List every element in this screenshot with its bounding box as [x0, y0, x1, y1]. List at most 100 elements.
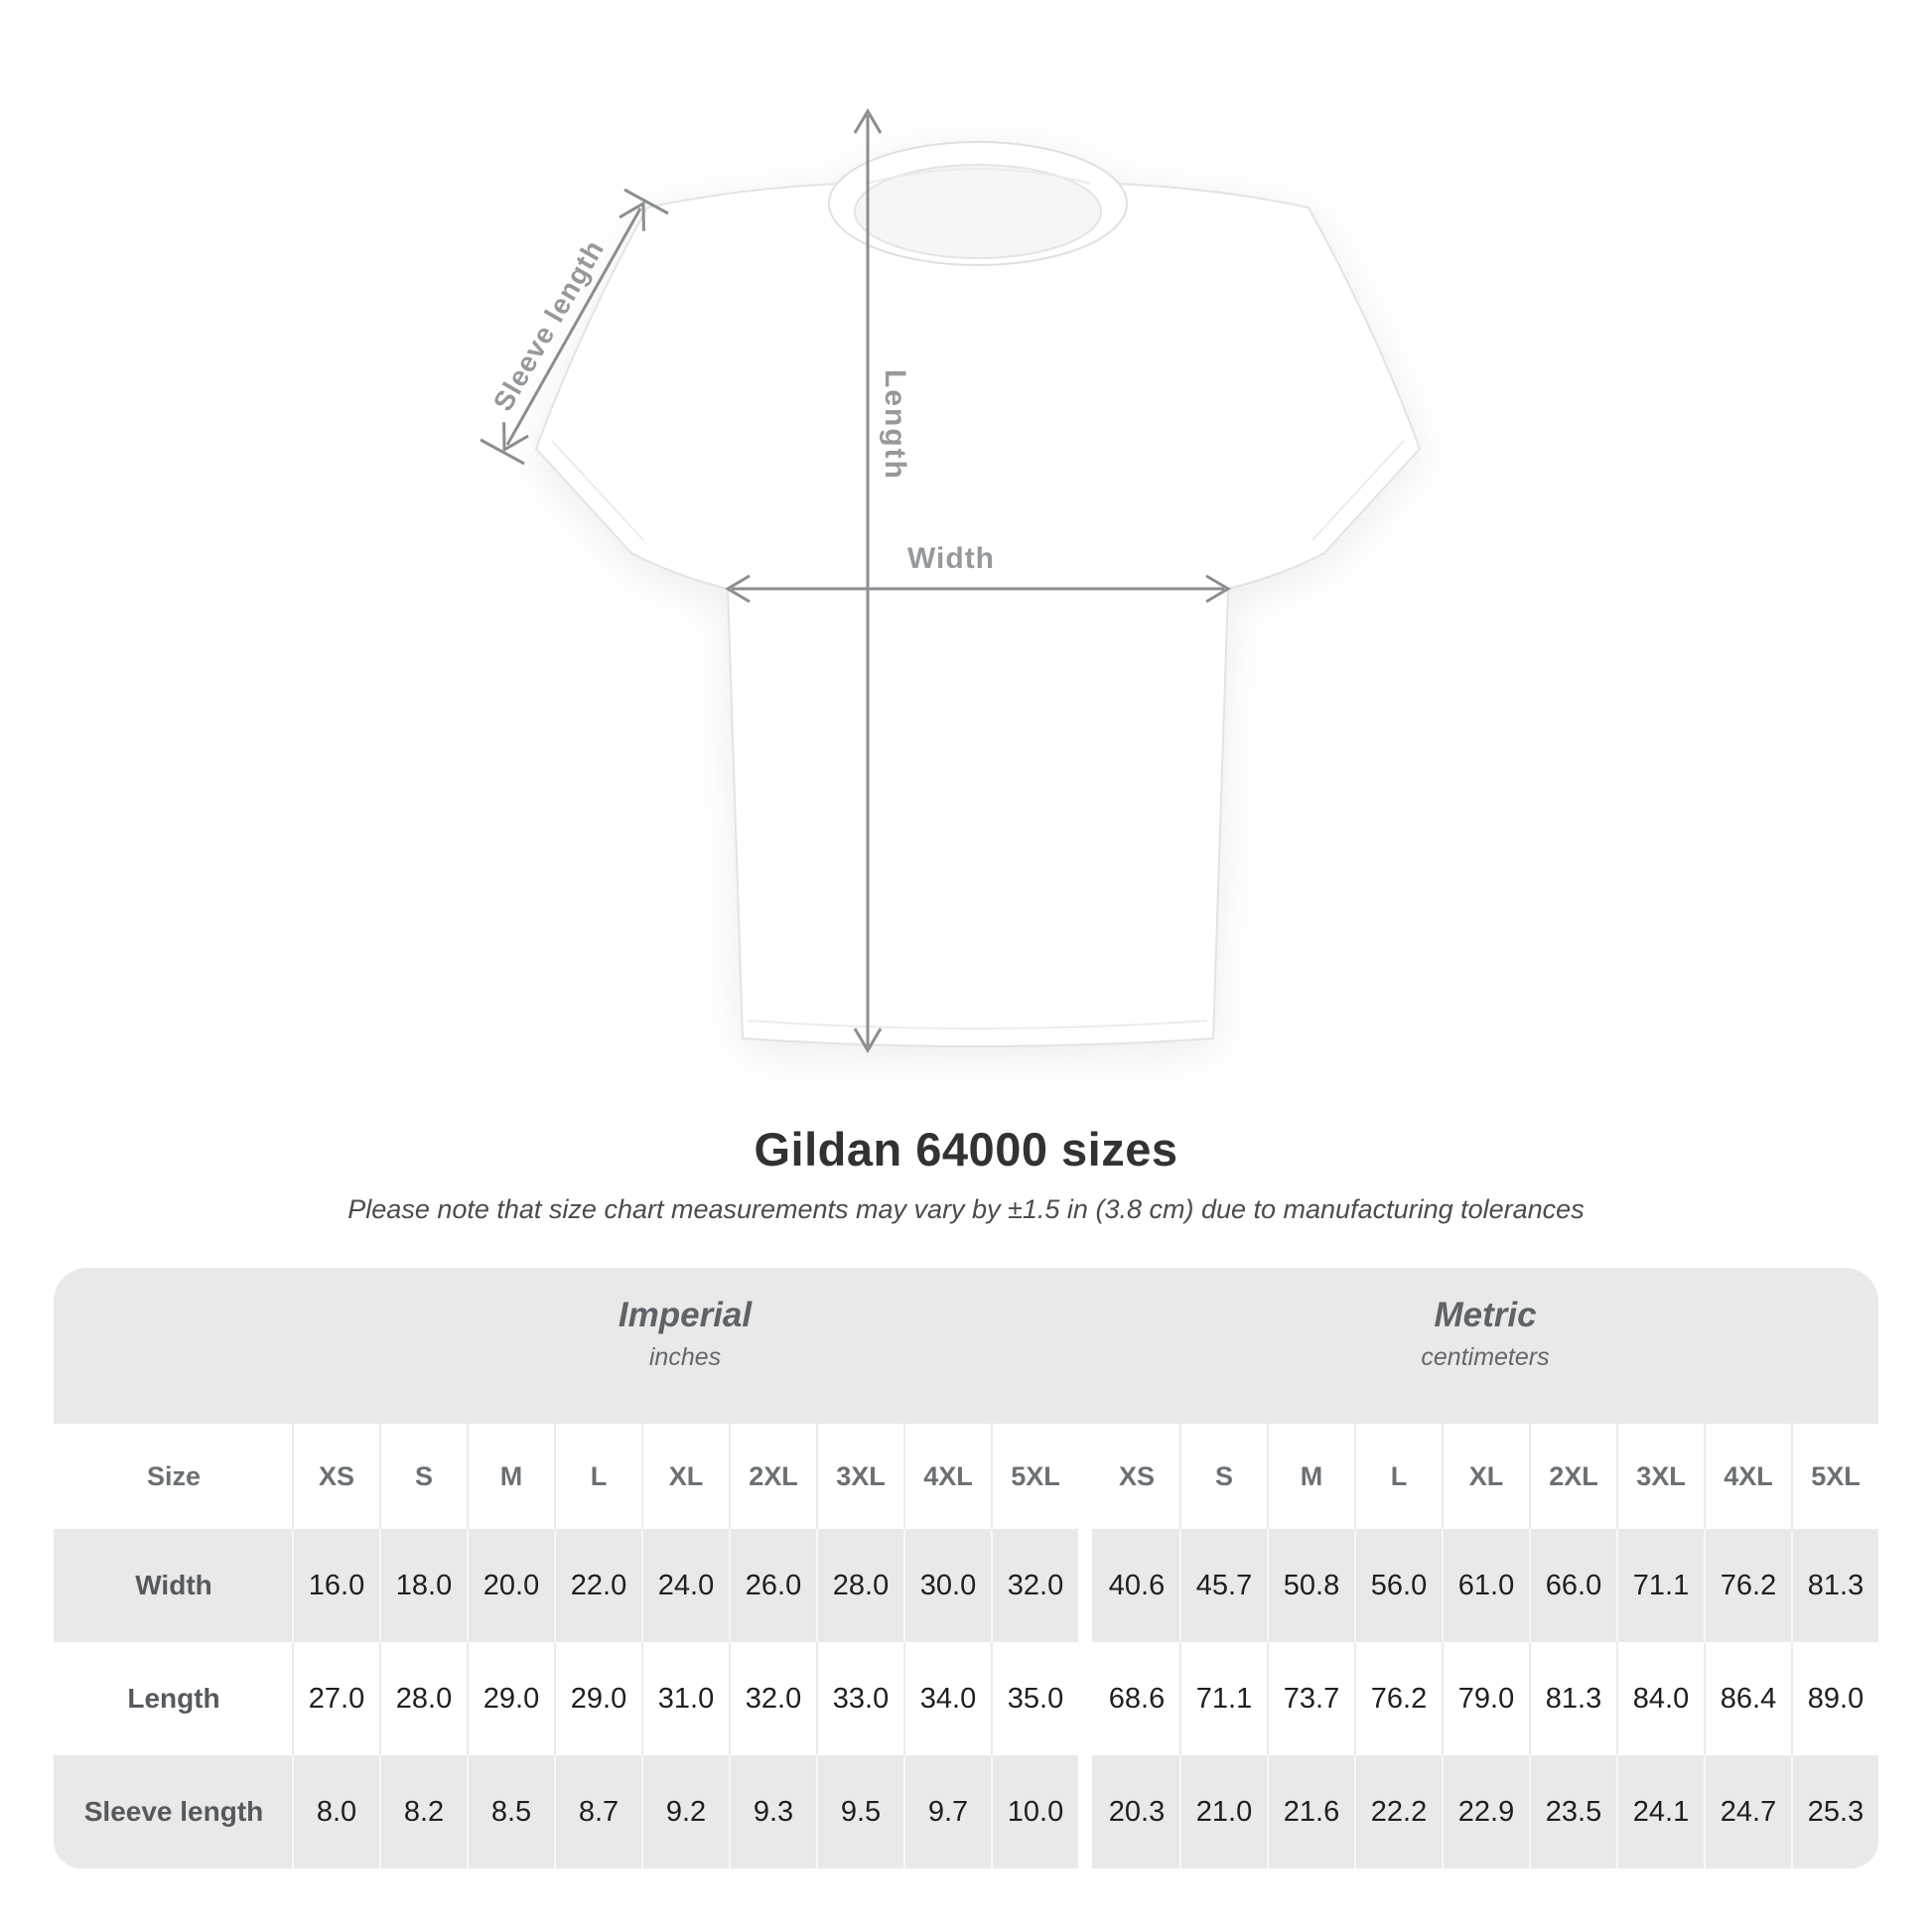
size-table: Imperial inches Metric centimeters Size X…	[54, 1268, 1878, 1868]
back-collar-seam	[865, 168, 1091, 185]
metric-value: 61.0	[1442, 1529, 1529, 1642]
imperial-value: 9.5	[816, 1755, 903, 1868]
length-label: Length	[879, 369, 911, 481]
left-cuff-stitch	[551, 440, 644, 541]
imperial-size-header: 5XL	[991, 1424, 1078, 1529]
imperial-value: 8.5	[467, 1755, 554, 1868]
imperial-size-header: S	[379, 1424, 467, 1529]
metric-value: 89.0	[1791, 1642, 1878, 1755]
metric-size-header: XS	[1118, 1460, 1156, 1491]
imperial-value: 32.0	[729, 1642, 816, 1755]
metric-value: 68.6	[1108, 1682, 1166, 1715]
metric-value: 84.0	[1616, 1642, 1704, 1755]
metric-value: 86.4	[1704, 1642, 1791, 1755]
imperial-value: 30.0	[903, 1529, 991, 1642]
metric-value: 76.2	[1704, 1529, 1791, 1642]
metric-value: 22.2	[1354, 1755, 1442, 1868]
imperial-size-header: XS	[292, 1424, 379, 1529]
page-title: Gildan 64000 sizes	[754, 1123, 1178, 1175]
imperial-value: 16.0	[292, 1529, 379, 1642]
imperial-value: 34.0	[903, 1642, 991, 1755]
table-header-row: Size XS S M L XL 2XL 3XL 4XL 5XL XS S M L XL 2XL 3XL 4XL 5…	[54, 1424, 1878, 1529]
imperial-value: 29.0	[467, 1642, 554, 1755]
metric-value: 24.1	[1616, 1755, 1704, 1868]
measurement-row: Width 16.0 18.0 20.0 22.0 24.0 26.0 28.0 30.0 32.…	[54, 1529, 1878, 1642]
metric-value: 56.0	[1354, 1529, 1442, 1642]
tolerance-note: Please note that size chart measurements…	[347, 1194, 1585, 1224]
size-column-header: Size	[146, 1460, 202, 1491]
sleeve-length-arrow	[480, 188, 669, 466]
group-gap	[1078, 1755, 1092, 1868]
imperial-value: 27.0	[292, 1642, 379, 1755]
imperial-size-header: 3XL	[816, 1424, 903, 1529]
imperial-value: 9.2	[641, 1755, 729, 1868]
metric-size-header: XL	[1442, 1424, 1529, 1529]
metric-value: 21.0	[1179, 1755, 1267, 1868]
metric-label: Metric	[1434, 1296, 1537, 1334]
metric-value: 40.6	[1092, 1529, 1179, 1642]
metric-unit: centimeters	[1421, 1343, 1550, 1371]
metric-value: 21.6	[1267, 1755, 1354, 1868]
metric-value: 24.7	[1704, 1755, 1791, 1868]
group-gap	[1078, 1642, 1092, 1755]
right-cuff-stitch	[1311, 440, 1405, 541]
hem-stitch	[748, 1020, 1208, 1030]
imperial-value: 28.0	[379, 1642, 467, 1755]
imperial-size-header: M	[467, 1424, 554, 1529]
metric-size-header: 4XL	[1704, 1424, 1791, 1529]
width-label: Width	[906, 542, 996, 575]
metric-value: 79.0	[1442, 1642, 1529, 1755]
metric-size-header: 5XL	[1791, 1424, 1878, 1529]
metric-size-header: S	[1179, 1424, 1267, 1529]
imperial-size-header: L	[554, 1424, 641, 1529]
imperial-value: 20.0	[467, 1529, 554, 1642]
group-gap	[1078, 1529, 1092, 1642]
metric-value: 45.7	[1179, 1529, 1267, 1642]
metric-value: 66.0	[1529, 1529, 1616, 1642]
width-arrow	[725, 574, 1231, 604]
metric-value: 76.2	[1354, 1642, 1442, 1755]
imperial-value: 35.0	[991, 1642, 1078, 1755]
metric-value: 20.3	[1092, 1755, 1179, 1868]
metric-value: 71.1	[1179, 1642, 1267, 1755]
imperial-value: 9.3	[729, 1755, 816, 1868]
length-arrow	[853, 108, 883, 1053]
imperial-unit: inches	[648, 1343, 722, 1371]
imperial-value: 32.0	[991, 1529, 1078, 1642]
size-grid: Size XS S M L XL 2XL 3XL 4XL 5XL XS S M L XL 2XL 3XL 4XL 5…	[54, 1424, 1878, 1868]
measurement-label: Width	[54, 1529, 292, 1642]
metric-value: 25.3	[1791, 1755, 1878, 1868]
imperial-value: 10.0	[991, 1755, 1078, 1868]
tshirt-illustration	[480, 108, 1422, 1053]
units-header-panel: Imperial inches Metric centimeters	[54, 1268, 1878, 1424]
metric-value: 73.7	[1267, 1642, 1354, 1755]
measurement-arrows	[480, 108, 1231, 1053]
imperial-size-header: 4XL	[903, 1424, 991, 1529]
imperial-value: 22.0	[554, 1529, 641, 1642]
imperial-value: 8.2	[379, 1755, 467, 1868]
metric-value: 81.3	[1529, 1642, 1616, 1755]
imperial-value: 26.0	[729, 1529, 816, 1642]
imperial-value: 28.0	[816, 1529, 903, 1642]
imperial-header: Imperial inches	[619, 1296, 752, 1372]
imperial-size-header: XL	[641, 1424, 729, 1529]
imperial-size-header: 2XL	[729, 1424, 816, 1529]
measurement-row: Sleeve length 8.0 8.2 8.5 8.7 9.2 9.3 9.5 9.7 10.…	[54, 1755, 1878, 1868]
measurement-label: Sleeve length	[54, 1755, 292, 1868]
imperial-value: 8.7	[554, 1755, 641, 1868]
imperial-value: 29.0	[554, 1642, 641, 1755]
imperial-value: 31.0	[641, 1642, 729, 1755]
measurement-row: Length 27.0 28.0 29.0 29.0 31.0 32.0 33.0 34.0 35…	[54, 1642, 1878, 1755]
imperial-value: 33.0	[816, 1642, 903, 1755]
metric-size-header: M	[1267, 1424, 1354, 1529]
imperial-value: 9.7	[903, 1755, 991, 1868]
group-gap	[1078, 1424, 1092, 1529]
imperial-value: 18.0	[379, 1529, 467, 1642]
metric-value: 81.3	[1791, 1529, 1878, 1642]
metric-value: 50.8	[1267, 1529, 1354, 1642]
collar-inner	[854, 164, 1102, 259]
metric-size-header: L	[1354, 1424, 1442, 1529]
measurement-label: Length	[127, 1683, 220, 1714]
imperial-value: 8.0	[292, 1755, 379, 1868]
